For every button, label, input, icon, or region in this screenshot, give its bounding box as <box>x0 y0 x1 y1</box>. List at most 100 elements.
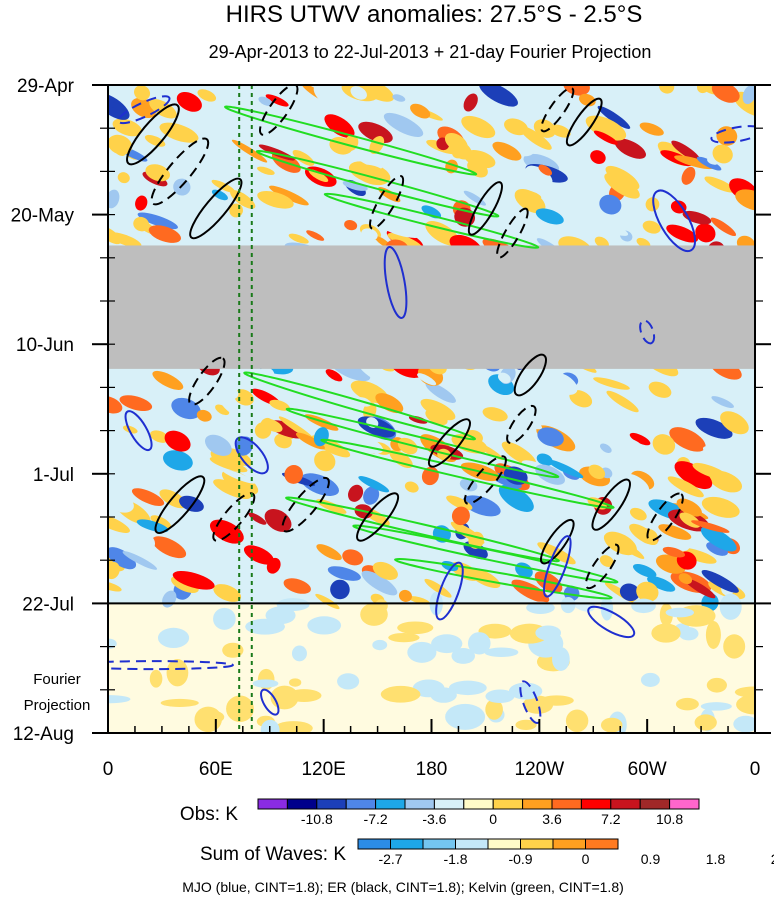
anomaly-patch <box>676 103 689 114</box>
anomaly-patch <box>647 576 676 592</box>
anomaly-patch <box>176 92 202 112</box>
projection-patch <box>375 599 388 613</box>
colorbar-box <box>455 838 489 850</box>
anomaly-patch <box>131 488 165 506</box>
projection-patch <box>539 695 574 706</box>
anomaly-patch <box>702 103 717 115</box>
y-tick-label: 29-Apr <box>17 76 75 97</box>
anomaly-patch <box>350 86 367 100</box>
er-contour <box>565 97 603 147</box>
anomaly-patch <box>449 140 472 160</box>
kelvin-contour <box>323 192 540 249</box>
anomaly-patch <box>231 139 268 163</box>
projection-patch <box>149 669 163 688</box>
anomaly-patch <box>375 393 404 414</box>
projection-patch <box>665 607 695 618</box>
colorbar-box <box>257 798 288 810</box>
mjo-contour <box>587 605 636 639</box>
anomaly-patch <box>479 85 518 107</box>
colorbar-label: 10.8 <box>656 811 683 827</box>
colorbar-label: 1.8 <box>706 851 726 867</box>
anomaly-patch <box>222 469 256 484</box>
projection-patch <box>678 627 699 641</box>
er-contour <box>513 353 547 397</box>
colorbar-box <box>390 838 424 850</box>
projection-patch <box>640 672 660 687</box>
y-tick-label: 12-Aug <box>13 724 74 745</box>
colorbar-box <box>610 798 641 810</box>
projection-patch <box>274 721 313 733</box>
anomaly-patch <box>342 549 364 566</box>
anomaly-patch <box>400 492 420 503</box>
anomaly-patch <box>348 484 364 502</box>
anomaly-patch <box>639 122 664 136</box>
chart-title: HIRS UTWV anomalies: 27.5°S - 2.5°S <box>226 1 643 28</box>
anomaly-patch <box>269 399 290 411</box>
anomaly-patch <box>164 430 191 452</box>
anomaly-patch <box>451 506 470 526</box>
anomaly-patch <box>735 189 755 211</box>
er-contour <box>188 356 226 406</box>
anomaly-patch <box>463 150 496 169</box>
anomaly-patch <box>215 404 230 416</box>
anomaly-patch <box>404 481 419 493</box>
mjo-contour <box>639 319 656 345</box>
x-tick-label: 0 <box>103 759 114 780</box>
er-contour <box>356 492 400 542</box>
er-contour <box>150 137 210 206</box>
anomaly-patch <box>607 85 640 99</box>
projection-patch <box>733 715 755 733</box>
mjo-contour <box>710 125 755 144</box>
anomaly-patch <box>599 194 622 215</box>
projection-patch <box>526 601 555 614</box>
anomaly-patch <box>702 445 744 466</box>
anomaly-patch <box>134 85 151 101</box>
anomaly-patch <box>392 94 406 102</box>
anomaly-patch <box>681 166 696 185</box>
anomaly-patch <box>678 573 693 585</box>
projection-label-line1: Fourier <box>33 671 81 688</box>
projection-patch <box>700 702 732 711</box>
anomaly-patch <box>533 119 556 138</box>
anomaly-patch <box>706 542 728 556</box>
anomaly-patch <box>648 381 672 398</box>
colorbar-label: -1.8 <box>443 851 467 867</box>
anomaly-patch <box>122 425 138 434</box>
colorbar-box <box>585 838 619 850</box>
anomaly-patch <box>408 596 430 605</box>
anomaly-patch <box>390 466 404 476</box>
anomaly-patch <box>537 427 564 447</box>
anomaly-patch <box>265 94 289 107</box>
anomaly-patch <box>213 584 242 602</box>
anomaly-patch <box>410 103 431 119</box>
anomaly-patch <box>235 436 254 456</box>
anomaly-patch <box>213 479 252 500</box>
mjo-contour <box>117 95 171 125</box>
anomaly-patch <box>379 221 422 238</box>
anomaly-patch <box>498 484 534 512</box>
er-contour <box>584 543 620 590</box>
anomaly-patch <box>504 118 528 136</box>
anomaly-patch <box>150 515 171 529</box>
anomaly-patch <box>234 389 254 406</box>
colorbar-label: 0 <box>489 811 497 827</box>
projection-patch <box>706 677 727 693</box>
anomaly-patch <box>711 85 740 103</box>
er-contour <box>463 455 507 505</box>
anomaly-patch <box>148 225 182 243</box>
anomaly-patch <box>659 85 675 94</box>
anomaly-patch <box>209 519 244 544</box>
er-contour <box>506 404 537 445</box>
colorbar-box <box>669 798 700 810</box>
anomaly-patch <box>420 398 456 421</box>
anomaly-patch <box>502 529 533 545</box>
projection-patch <box>485 699 503 720</box>
anomaly-patch <box>652 434 676 455</box>
projection-patch <box>484 647 519 658</box>
anomaly-patch <box>204 434 232 456</box>
anomaly-patch <box>468 567 501 589</box>
anomaly-patch <box>691 520 730 533</box>
anomaly-patch <box>463 93 478 112</box>
er-contour <box>126 103 180 166</box>
anomaly-patch <box>136 519 169 533</box>
